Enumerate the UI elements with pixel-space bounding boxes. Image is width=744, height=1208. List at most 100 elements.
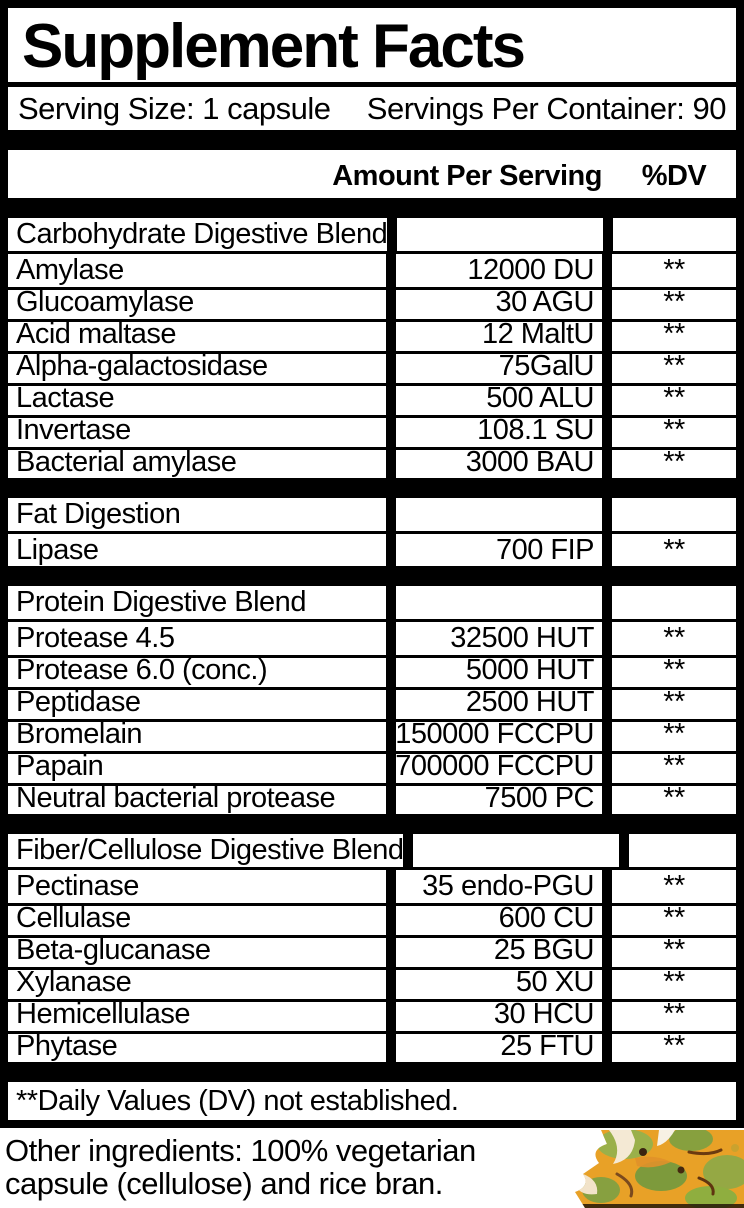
ingredient-amount: 32500 HUT [386,622,612,658]
ingredient-row: Bromelain 150000 FCCPU ** [8,718,736,754]
ingredient-dv: ** [612,934,736,970]
dv-footnote: **Daily Values (DV) not established. [16,1084,459,1117]
ingredient-amount: 600 CU [386,902,612,938]
ingredient-row: Bacterial amylase 3000 BAU ** [8,446,736,479]
ingredient-dv: ** [663,782,685,814]
ingredient-row: Cellulase 600 CU ** [8,902,736,938]
dv-cell-empty [613,218,738,254]
ingredient-amount: 25 BGU [386,934,612,970]
ingredient-dv: ** [612,750,736,786]
ingredient-amount: 30 AGU [386,286,612,322]
section-title: Carbohydrate Digestive Blend [8,218,388,254]
section-bar [8,566,736,586]
ingredient-name: Bromelain [8,718,386,754]
section-bar [8,814,736,834]
ingredient-section: Fiber/Cellulose Digestive Blend Pectinase… [8,834,744,1063]
dv-cell-empty [612,586,736,622]
ingredient-name: Neutral bacterial protease [16,782,336,814]
ingredient-row: Pectinase 35 endo-PGU ** [8,870,736,906]
ingredient-row: Amylase 12000 DU ** [8,254,736,290]
ingredient-name: Bacterial amylase [16,446,237,478]
ingredient-name: Papain [8,750,386,786]
ingredient-row: Glucoamylase 30 AGU ** [8,286,736,322]
amount-cell-empty [386,586,612,622]
section-header-row: Fiber/Cellulose Digestive Blend [8,834,744,870]
section-bar [8,130,736,150]
ingredient-section: Fat Digestion Lipase 700 FIP ** [8,498,736,567]
ingredient-dv: ** [663,534,685,566]
ingredient-dv: ** [612,254,736,290]
section-header-row: Fat Digestion [8,498,736,534]
section-bar [8,198,736,218]
ingredient-name: Invertase [8,414,386,450]
amount-cell-empty [387,218,614,254]
ingredient-row: Lactase 500 ALU ** [8,382,736,418]
ingredient-row: Acid maltase 12 MaltU ** [8,318,736,354]
serving-size: Serving Size: 1 capsule [18,90,331,126]
below-label-area: Other ingredients: 100% vegetarian capsu… [0,1128,744,1208]
ingredient-dv: ** [612,718,736,754]
ingredient-name: Cellulase [8,902,386,938]
ingredient-amount: 12000 DU [386,254,612,290]
ingredient-name: Amylase [8,254,386,290]
ingredient-row: Protease 6.0 (conc.) 5000 HUT ** [8,654,736,690]
section-bar [8,1062,736,1082]
ingredient-amount: 25 FTU [386,1030,612,1063]
ingredient-dv: ** [612,622,736,658]
ingredient-name: Protease 6.0 (conc.) [8,654,386,690]
ingredient-amount: 3000 BAU [386,446,612,479]
ingredient-row: Hemicellulase 30 HCU ** [8,998,736,1034]
ingredient-row: Neutral bacterial protease 7500 PC ** [8,782,736,815]
title-divider [8,82,736,87]
servings-per-container: Servings Per Container: 90 [366,90,727,126]
ingredient-amount: 30 HCU [386,998,612,1034]
ingredient-row: Alpha-galactosidase 75GalU ** [8,350,736,386]
amount-cell-empty [403,834,630,870]
section-title: Fiber/Cellulose Digestive Blend [8,834,404,870]
ingredient-row: Xylanase 50 XU ** [8,966,736,1002]
ingredient-amount: 150000 FCCPU [386,718,612,754]
other-ingredients-text: Other ingredients: 100% vegetarian capsu… [5,1133,476,1201]
column-header-row: Amount Per Serving %DV [8,150,736,198]
ingredient-row: Peptidase 2500 HUT ** [8,686,736,722]
ingredient-amount: 2500 HUT [386,686,612,722]
section-title: Fat Digestion [8,498,386,534]
ingredient-amount: 7500 PC [386,782,612,815]
ingredient-dv: ** [663,1030,685,1062]
ingredient-row: Papain 700000 FCCPU ** [8,750,736,786]
ingredient-name: Protease 4.5 [8,622,386,658]
ingredient-amount: 75GalU [386,350,612,386]
ingredient-name: Alpha-galactosidase [8,350,386,386]
ingredient-amount: 12 MaltU [386,318,612,354]
ingredient-row: Beta-glucanase 25 BGU ** [8,934,736,970]
section-title: Protein Digestive Blend [8,586,386,622]
ingredient-dv: ** [612,654,736,690]
ingredient-name: Beta-glucanase [8,934,386,970]
ingredient-name: Acid maltase [8,318,386,354]
ingredient-name: Glucoamylase [8,286,386,322]
amount-cell-empty [386,498,612,534]
ingredient-name: Hemicellulase [8,998,386,1034]
section-header-row: Protein Digestive Blend [8,586,736,622]
ingredient-dv: ** [612,318,736,354]
ingredient-name: Pectinase [8,870,386,906]
ingredient-amount: 700000 FCCPU [386,750,612,786]
ingredient-row: Protease 4.5 32500 HUT ** [8,622,736,658]
ingredient-section: Carbohydrate Digestive Blend Amylase 12000… [8,218,738,479]
dv-cell-empty [629,834,744,870]
ingredient-dv: ** [612,902,736,938]
ingredient-amount: 500 ALU [386,382,612,418]
ingredient-row: Phytase 25 FTU ** [8,1030,736,1063]
ingredient-name: Xylanase [8,966,386,1002]
ingredient-dv: ** [612,382,736,418]
ingredient-amount: 700 FIP [386,534,612,567]
ingredient-dv: ** [612,414,736,450]
ingredient-name: Lipase [16,534,99,566]
ingredient-name: Peptidase [8,686,386,722]
ingredient-dv: ** [612,350,736,386]
serving-row: Serving Size: 1 capsule Servings Per Con… [8,87,736,130]
ingredient-amount: 108.1 SU [386,414,612,450]
ingredient-section: Protein Digestive Blend Protease 4.5 32500… [8,586,736,815]
pineapple-photo [575,1130,744,1208]
